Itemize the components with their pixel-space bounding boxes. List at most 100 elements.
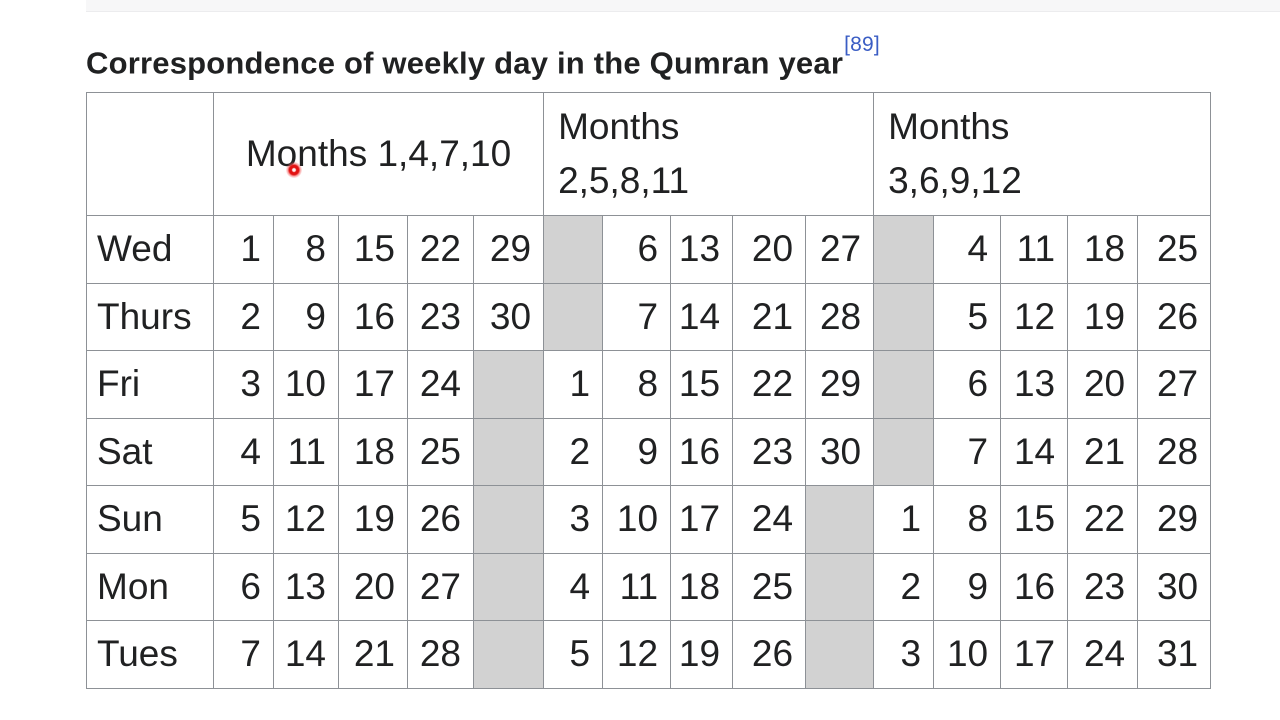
day-number-cell: 4: [933, 215, 1002, 284]
day-number-cell: 30: [1137, 552, 1212, 621]
day-number-cell: 17: [670, 485, 734, 554]
day-number-cell: 28: [1137, 417, 1212, 486]
day-number-cell: 15: [338, 215, 408, 284]
day-number-cell: 17: [1000, 620, 1069, 689]
day-number-cell: 22: [1067, 485, 1139, 554]
day-number-cell: 14: [273, 620, 339, 689]
day-number-cell: 19: [1067, 282, 1139, 351]
column-group-header-1: Months 1,4,7,10: [212, 92, 545, 216]
shaded-empty-cell: [873, 417, 935, 486]
day-number-cell: 23: [407, 282, 474, 351]
day-number-cell: 11: [273, 417, 339, 486]
column-group-header-2: Months 2,5,8,11: [543, 92, 875, 216]
day-number-cell: 1: [213, 215, 274, 284]
day-number-cell: 21: [732, 282, 807, 351]
day-number-cell: 4: [213, 417, 274, 486]
day-number-cell: 25: [1137, 215, 1212, 284]
day-number-cell: 3: [543, 485, 604, 554]
header-row: Months 1,4,7,10 Months 2,5,8,11 Months 3…: [86, 92, 1212, 216]
day-number-cell: 9: [602, 417, 672, 486]
day-number-cell: 23: [732, 417, 807, 486]
day-number-cell: 1: [543, 350, 604, 419]
top-divider: [86, 0, 1280, 12]
day-number-cell: 5: [933, 282, 1002, 351]
shaded-empty-cell: [472, 417, 545, 486]
day-label-cell: Sun: [86, 485, 214, 554]
day-number-cell: 21: [1067, 417, 1139, 486]
day-number-cell: 4: [543, 552, 604, 621]
corner-cell: [86, 92, 214, 216]
day-number-cell: 1: [873, 485, 935, 554]
day-number-cell: 12: [1000, 282, 1069, 351]
shaded-empty-cell: [873, 350, 935, 419]
shaded-empty-cell: [472, 552, 545, 621]
table-row: Fri 3 10 17 24 1 8 15 22 29 6 13 20 27: [86, 350, 1212, 419]
day-number-cell: 28: [407, 620, 474, 689]
day-number-cell: 26: [1137, 282, 1212, 351]
day-number-cell: 27: [1137, 350, 1212, 419]
shaded-empty-cell: [805, 552, 875, 621]
column-group-label: Months 3,6,9,12: [888, 106, 1022, 201]
day-number-cell: 13: [273, 552, 339, 621]
day-number-cell: 8: [933, 485, 1002, 554]
day-number-cell: 29: [1137, 485, 1212, 554]
day-number-cell: 7: [933, 417, 1002, 486]
day-number-cell: 25: [407, 417, 474, 486]
day-number-cell: 22: [732, 350, 807, 419]
day-number-cell: 6: [933, 350, 1002, 419]
day-number-cell: 2: [213, 282, 274, 351]
day-label-cell: Thurs: [86, 282, 214, 351]
shaded-empty-cell: [805, 620, 875, 689]
day-number-cell: 9: [933, 552, 1002, 621]
day-number-cell: 26: [732, 620, 807, 689]
day-number-cell: 20: [338, 552, 408, 621]
day-label-cell: Wed: [86, 215, 214, 284]
day-number-cell: 19: [670, 620, 734, 689]
day-number-cell: 5: [213, 485, 274, 554]
table-row: Sun 5 12 19 26 3 10 17 24 1 8 15 22 29: [86, 485, 1212, 554]
section-heading-text: Correspondence of weekly day in the Qumr…: [86, 45, 844, 81]
day-number-cell: 16: [1000, 552, 1069, 621]
shaded-empty-cell: [472, 620, 545, 689]
day-number-cell: 10: [933, 620, 1002, 689]
day-number-cell: 24: [732, 485, 807, 554]
day-number-cell: 22: [407, 215, 474, 284]
day-number-cell: 19: [338, 485, 408, 554]
day-number-cell: 15: [670, 350, 734, 419]
day-number-cell: 17: [338, 350, 408, 419]
day-number-cell: 21: [338, 620, 408, 689]
day-number-cell: 6: [602, 215, 672, 284]
day-number-cell: 6: [213, 552, 274, 621]
section-heading: Correspondence of weekly day in the Qumr…: [86, 33, 880, 81]
day-number-cell: 14: [670, 282, 734, 351]
day-number-cell: 9: [273, 282, 339, 351]
reference-link[interactable]: [89]: [844, 33, 880, 56]
shaded-empty-cell: [472, 350, 545, 419]
day-number-cell: 2: [543, 417, 604, 486]
day-number-cell: 26: [407, 485, 474, 554]
day-number-cell: 16: [670, 417, 734, 486]
day-number-cell: 29: [472, 215, 545, 284]
day-number-cell: 10: [602, 485, 672, 554]
shaded-empty-cell: [543, 282, 604, 351]
table-row: Wed 1 8 15 22 29 6 13 20 27 4 11 18 25: [86, 215, 1212, 284]
table-row: Thurs 2 9 16 23 30 7 14 21 28 5 12 19 26: [86, 282, 1212, 351]
click-indicator-dot: [286, 162, 302, 178]
day-number-cell: 8: [602, 350, 672, 419]
day-number-cell: 7: [602, 282, 672, 351]
day-number-cell: 18: [338, 417, 408, 486]
day-number-cell: 30: [472, 282, 545, 351]
day-number-cell: 28: [805, 282, 875, 351]
day-number-cell: 7: [213, 620, 274, 689]
day-number-cell: 18: [670, 552, 734, 621]
shaded-empty-cell: [805, 485, 875, 554]
day-number-cell: 24: [1067, 620, 1139, 689]
day-number-cell: 12: [273, 485, 339, 554]
day-label-cell: Sat: [86, 417, 214, 486]
day-number-cell: 3: [213, 350, 274, 419]
day-number-cell: 13: [670, 215, 734, 284]
day-number-cell: 10: [273, 350, 339, 419]
day-label-cell: Fri: [86, 350, 214, 419]
day-number-cell: 25: [732, 552, 807, 621]
day-number-cell: 5: [543, 620, 604, 689]
